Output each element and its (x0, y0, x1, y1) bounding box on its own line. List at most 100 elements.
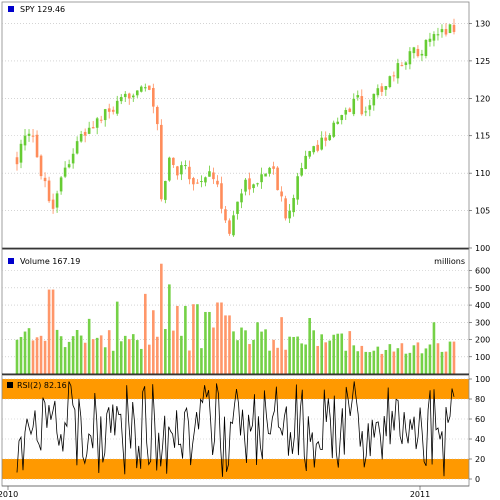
volume-bar (284, 349, 287, 374)
price-candle (23, 135, 27, 146)
volume-bar (47, 289, 51, 374)
price-candle (332, 122, 336, 137)
price-candle (71, 153, 75, 164)
price-candle (188, 166, 191, 180)
volume-bar (280, 317, 283, 374)
volume-bar (99, 335, 103, 374)
price-candle (172, 157, 175, 165)
price-candle (344, 110, 348, 115)
rsi-legend: RSI(2) 82.16 (17, 381, 67, 390)
volume-bar (444, 351, 448, 374)
price-y-tick-label: 105 (475, 207, 490, 216)
rsi-band (2, 459, 469, 479)
volume-bar (340, 333, 344, 374)
volume-unit-label: millions (434, 257, 465, 266)
volume-bar (352, 345, 356, 374)
volume-bar (192, 304, 195, 374)
volume-bar (103, 347, 107, 374)
x-axis: 2010 2011 (0, 485, 469, 499)
price-candle (135, 90, 139, 96)
volume-bar (111, 350, 115, 374)
price-candle (39, 155, 43, 177)
price-candle (95, 118, 99, 128)
volume-bar (372, 350, 376, 374)
price-candle (31, 135, 35, 137)
volume-bar (43, 340, 47, 374)
volume-bar (196, 304, 199, 374)
volume-bar (396, 348, 400, 374)
volume-y-tick-label: 400 (475, 301, 490, 310)
price-candle (324, 137, 328, 141)
price-candle (432, 34, 436, 41)
price-candle (304, 155, 307, 169)
price-candle (288, 210, 291, 219)
price-candle (428, 38, 432, 42)
volume-bar (388, 344, 392, 374)
price-candle (196, 182, 199, 184)
volume-bar (212, 327, 215, 374)
volume-bar (148, 344, 151, 374)
volume-bar (440, 351, 444, 374)
x-tick-label: 2010 (0, 490, 18, 499)
volume-bar (127, 339, 131, 374)
price-candle (123, 93, 127, 98)
volume-bar (59, 336, 63, 374)
volume-bar (164, 329, 167, 374)
volume-bar (356, 351, 360, 374)
price-candle (15, 157, 19, 165)
price-candle (356, 95, 360, 98)
price-candle (388, 76, 392, 88)
price-candle (43, 177, 47, 182)
price-candle (184, 165, 187, 167)
price-candle (212, 172, 215, 180)
volume-bar (312, 330, 315, 374)
volume-bar (31, 340, 35, 374)
volume-bar (39, 335, 43, 374)
volume-legend-swatch (8, 258, 14, 264)
price-y-tick-label: 120 (475, 94, 490, 103)
price-candle (204, 177, 207, 183)
volume-bar (336, 333, 340, 374)
price-candle (228, 220, 231, 234)
price-candle (232, 215, 235, 236)
volume-bar (27, 328, 31, 374)
volume-bar (119, 341, 123, 374)
volume-y-tick-label: 300 (475, 318, 490, 327)
volume-bar (300, 343, 303, 374)
volume-bar (316, 345, 319, 374)
price-candle (376, 88, 380, 96)
price-candle (412, 47, 416, 54)
price-candle (47, 180, 51, 202)
volume-bar (15, 339, 19, 374)
price-candle (396, 63, 400, 79)
volume-bar (436, 343, 440, 374)
volume-bar (75, 330, 79, 374)
volume-bar (135, 340, 139, 374)
price-candle (372, 93, 376, 106)
rsi-y-tick-label: 0 (475, 475, 480, 484)
price-candle (312, 146, 315, 153)
volume-bars (15, 263, 456, 374)
price-candle (360, 96, 364, 115)
price-candle (392, 75, 396, 77)
volume-bar (216, 302, 219, 374)
volume-bar (228, 315, 231, 374)
rsi-y-tick-label: 60 (475, 415, 485, 424)
volume-bar (244, 330, 247, 374)
price-candle (139, 86, 143, 92)
volume-bar (240, 327, 243, 374)
volume-bar (376, 346, 380, 374)
volume-bar (107, 330, 111, 374)
volume-bar (79, 335, 83, 374)
price-y-tick-label: 125 (475, 57, 490, 66)
volume-bar (131, 334, 135, 374)
price-candle (308, 151, 311, 157)
volume-bar (224, 315, 227, 374)
volume-bar (152, 310, 155, 374)
volume-bar (432, 322, 436, 374)
volume-bar (344, 350, 348, 374)
price-candle (284, 198, 287, 219)
volume-bar (272, 339, 275, 374)
